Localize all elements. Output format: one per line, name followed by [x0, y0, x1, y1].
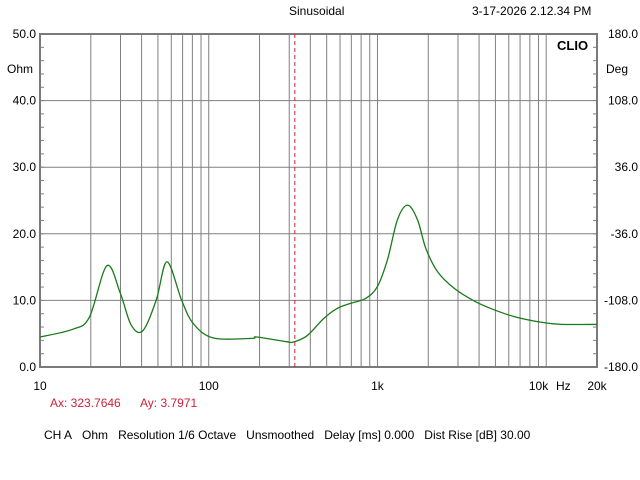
y-tick-label: 50.0: [13, 27, 37, 41]
impedance-curve: [39, 204, 598, 344]
plot-border: [39, 33, 598, 368]
y-tick-label: 10.0: [13, 293, 37, 307]
y-tick-label: 0.0: [19, 360, 36, 374]
x-tick-label: 20k: [587, 379, 607, 393]
y-tick-label: 30.0: [13, 160, 37, 174]
x-tick-label: 1k: [371, 379, 385, 393]
resolution-label: Resolution 1/6 Octave: [118, 428, 237, 442]
brand-logo: CLIO: [557, 38, 589, 53]
timestamp: 3-17-2026 2.12.34 PM: [472, 4, 592, 18]
x-axis-unit: Hz: [556, 379, 571, 393]
cursor-x-readout: Ax: 323.7646: [50, 396, 121, 410]
y2-tick-label: 108.0: [608, 94, 638, 108]
smoothing-label: Unsmoothed: [246, 428, 315, 442]
y-tick-label: 40.0: [13, 94, 37, 108]
measurement-mode: Sinusoidal: [289, 4, 345, 18]
y-axis-unit-right: Deg: [606, 62, 629, 76]
dist-rise-label: Dist Rise [dB] 30.00: [424, 428, 531, 442]
y2-tick-label: 180.0: [608, 27, 638, 41]
delay-label: Delay [ms] 0.000: [324, 428, 415, 442]
x-tick-label: 10k: [529, 379, 549, 393]
y2-tick-label: -180.0: [604, 360, 638, 374]
x-tick-label: 100: [199, 379, 219, 393]
y2-tick-label: -108.0: [604, 293, 638, 307]
y2-tick-label: -36.0: [611, 227, 639, 241]
y2-tick-label: 36.0: [615, 160, 639, 174]
y-tick-label: 20.0: [13, 227, 37, 241]
channel-label: CH A: [44, 428, 73, 442]
x-tick-label: 10: [33, 379, 47, 393]
y-axis-unit-left: Ohm: [7, 62, 34, 76]
footer-status: CH A Ohm Resolution 1/6 Octave Unsmoothe…: [44, 428, 530, 442]
cursor-y-readout: Ay: 3.7971: [140, 396, 198, 410]
unit-label: Ohm: [82, 428, 109, 442]
